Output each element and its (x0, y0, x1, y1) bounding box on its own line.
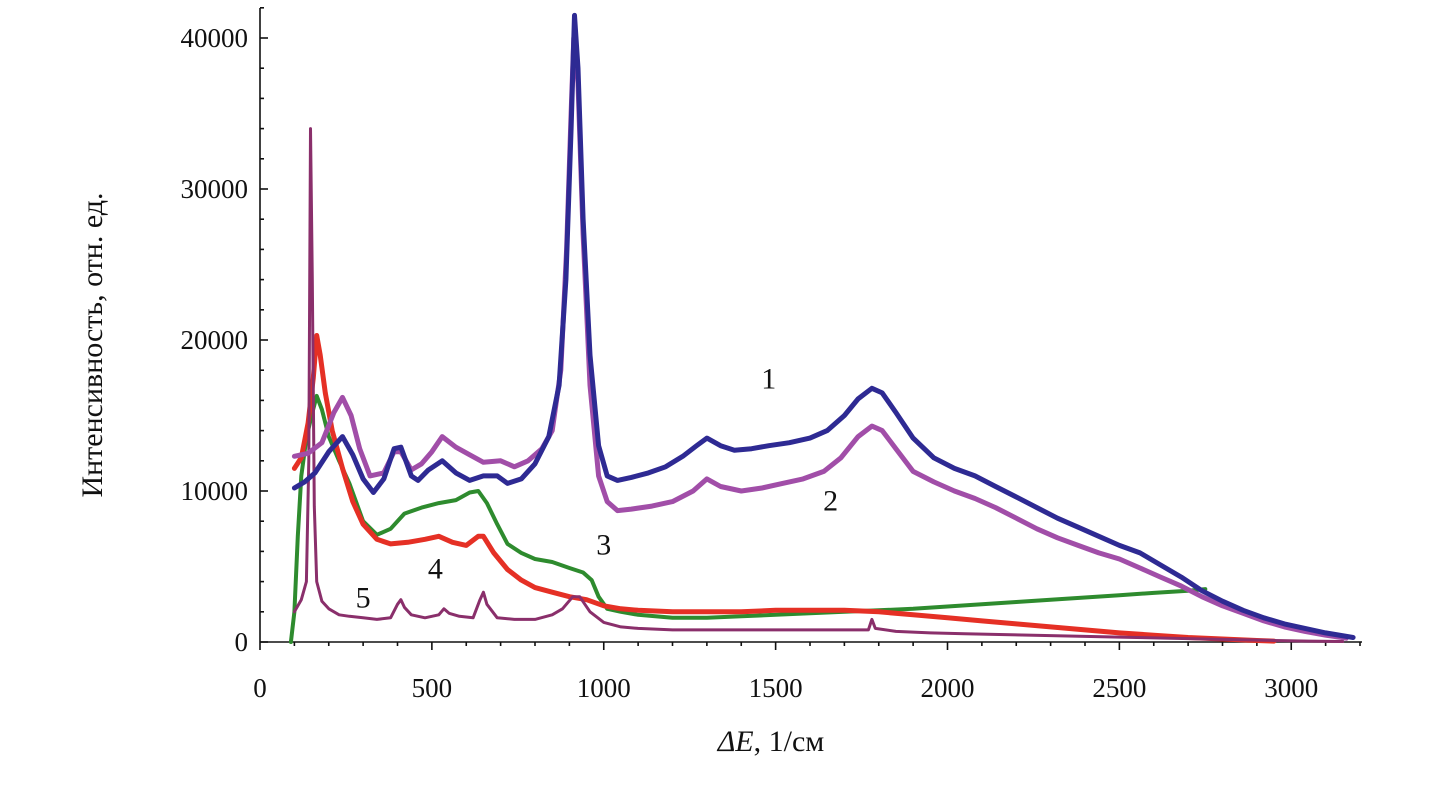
curve-labels: 1 2 3 4 5 (356, 362, 839, 614)
series-line-3 (288, 393, 1208, 644)
y-tick-label: 20000 (181, 325, 249, 355)
series-line-1 (291, 12, 1356, 640)
x-tick-label: 1000 (577, 673, 631, 703)
x-tick-label: 500 (412, 673, 453, 703)
curve-label-5: 5 (356, 581, 371, 614)
curve-label-4: 4 (428, 553, 443, 586)
x-tick-label: 2500 (1092, 673, 1146, 703)
x-axis-unit: , 1/см (754, 725, 825, 758)
curve-label-3: 3 (596, 528, 611, 561)
y-tick-label: 40000 (181, 23, 249, 53)
y-tick-label: 30000 (181, 174, 249, 204)
x-tick-label: 3000 (1264, 673, 1318, 703)
y-ticks: 0 10000 20000 30000 40000 (181, 6, 268, 657)
x-axis-title: ΔE, 1/см (717, 725, 825, 758)
series-line-4 (291, 333, 1277, 644)
x-tick-label: 1500 (749, 673, 803, 703)
x-ticks: 0 500 1000 1500 2000 2500 3000 (253, 642, 1361, 703)
curve-label-1: 1 (761, 362, 776, 395)
series-line-5 (292, 127, 1345, 643)
y-tick-label: 10000 (181, 476, 249, 506)
x-tick-label: 0 (253, 673, 267, 703)
x-tick-label: 2000 (921, 673, 975, 703)
y-axis-title: Интенсивность, отн. ед. (76, 192, 109, 497)
y-tick-label: 0 (235, 627, 249, 657)
x-axis-symbol: ΔE (717, 725, 754, 758)
curve-label-2: 2 (823, 485, 838, 518)
series-group (288, 12, 1356, 644)
series-line-2 (291, 35, 1349, 641)
